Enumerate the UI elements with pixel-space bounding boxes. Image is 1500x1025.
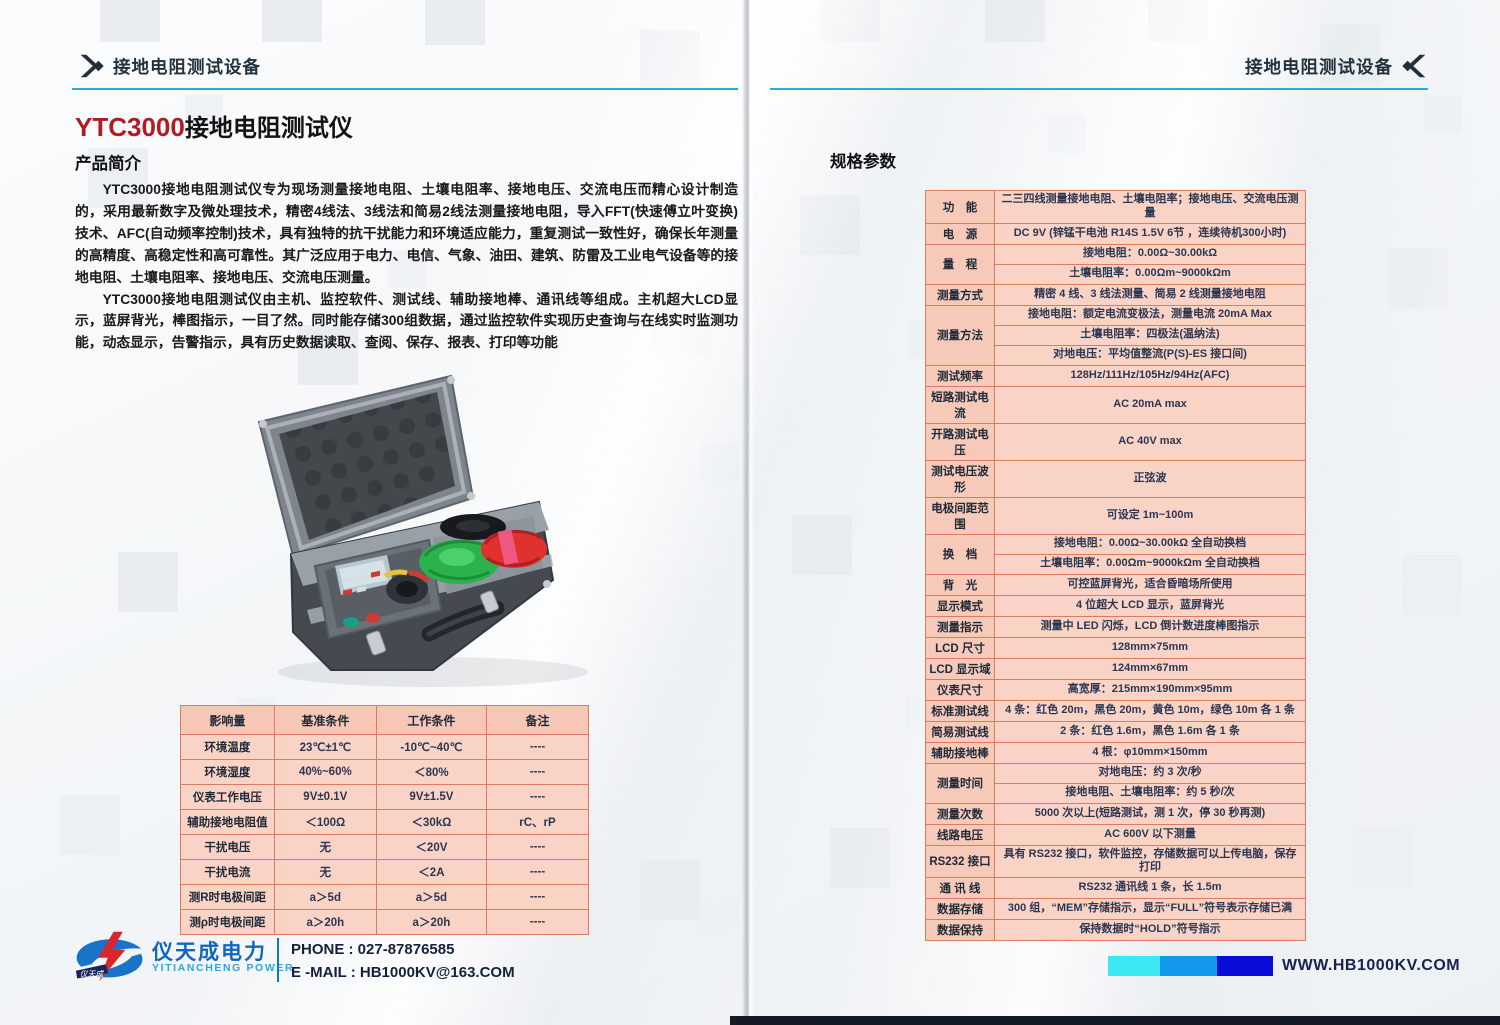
table-row: LCD 显示域 124mm×67mm: [925, 657, 1306, 680]
table-row: 环境湿度 40%~60% ＜80% ----: [180, 759, 590, 785]
table-row: 短路测试电流 AC 20mA max: [925, 385, 1306, 424]
left-page-header: 接地电阻测试设备: [76, 52, 261, 80]
col-header: 基准条件: [273, 705, 377, 735]
intro-heading: 产品简介: [75, 155, 141, 173]
right-page-header: 接地电阻测试设备: [1050, 52, 1430, 80]
table-row: 标准测试线 4 条：红色 20m，黑色 20m，黄色 10m，绿色 10m 各 1…: [925, 699, 1306, 722]
company-name-en: YITIANCHENG POWER: [152, 962, 295, 974]
table-row: 测量指示 测量中 LED 闪烁，LCD 倒计数进度棒图指示: [925, 615, 1306, 638]
table-row: 电极间距范围 可设定 1m~100m: [925, 496, 1306, 535]
table-row: 辅助接地电阻值 ＜100Ω ＜30kΩ rC、rP: [180, 809, 590, 835]
table-row: 背 光可控蓝屏背光，适合昏暗场所使用: [925, 573, 1306, 596]
company-name-cn: 仪天成电力: [152, 941, 267, 964]
contact-block: PHONE : 027-87876585 E -MAIL : HB1000KV@…: [291, 938, 515, 984]
table-row: 线路电压 AC 600V 以下测量: [925, 823, 1306, 846]
intro-paragraph-1: YTC3000接地电阻测试仪专为现场测量接地电阻、土壤电阻率、接地电压、交流电压…: [75, 182, 738, 285]
table-row: 数据存储 300 组，“MEM”存储指示，显示“FULL”符号表示存储已满: [925, 898, 1306, 920]
table-row: 测试电压波形 正弦波: [925, 459, 1306, 498]
table-row: 干扰电流无＜2A ----: [180, 859, 590, 885]
website-url: WWW.HB1000KV.COM: [1282, 957, 1461, 974]
left-header-rule: [72, 88, 738, 90]
table-row: 测量方式 精密 4 线、3 线法测量、简易 2 线测量接地电阻: [925, 283, 1306, 306]
page-fold: [742, 0, 754, 1025]
table-row: 通 讯 线 RS232 通讯线 1 条，长 1.5m: [925, 877, 1306, 899]
table-row: 干扰电压无＜20V ----: [180, 834, 590, 860]
page-title: YTC3000接地电阻测试仪: [75, 108, 353, 143]
contact-phone: PHONE : 027-87876585: [291, 941, 455, 958]
table-row: 仪表尺寸 高宽厚：215mm×190mm×95mm: [925, 678, 1306, 701]
table-row: 仪表工作电压 9V±0.1V 9V±1.5V ----: [180, 784, 590, 810]
table-row: 对地电压：平均值整流(P(S)-ES 接口间): [926, 344, 1306, 366]
chevron-diamond-icon: [1402, 54, 1426, 78]
table-row: 测试频率 128Hz/111Hz/105Hz/94Hz(AFC): [925, 364, 1306, 387]
table-row: 量 程接地电阻：0.00Ω~30.00kΩ: [925, 243, 1306, 285]
blue-bar: [1217, 956, 1273, 976]
intro-paragraph-2: YTC3000接地电阻测试仪由主机、监控软件、测试线、辅助接地棒、通讯线等组成。…: [75, 291, 738, 351]
table-row: RS232 接口 具有 RS232 接口，软件监控，存储数据可以上传电脑，保存打印: [925, 844, 1306, 878]
table-row: 电 源 DC 9V (锌锰干电池 R14S 1.5V 6节 ，连续待机300小时): [925, 222, 1306, 245]
bottom-accent-bar: [730, 1016, 1500, 1025]
specs-heading: 规格参数: [830, 153, 896, 171]
table-row: 开路测试电压 AC 40V max: [925, 422, 1306, 461]
right-header-rule: [770, 88, 1428, 90]
table-row: 显示模式 4 位超大 LCD 显示，蓝屏背光: [925, 594, 1306, 617]
product-name: 接地电阻测试仪: [184, 115, 353, 142]
table-row: 测量时间 对地电压：约 3 次/秒: [925, 762, 1306, 804]
table-row: 测R时电极间距 a＞5d a＞5d ----: [180, 884, 590, 910]
table-row: 土壤电阻率：0.00Ωm~9000kΩm: [926, 263, 1306, 285]
table-row: 功 能二三四线测量接地电阻、土壤电阻率；接地电压、交流电压测量: [925, 190, 1306, 224]
table-row: 换 档接地电阻：0.00Ω~30.00kΩ 全自动换档: [925, 533, 1306, 575]
product-photo: [257, 374, 588, 687]
left-header-label: 接地电阻测试设备: [113, 56, 261, 77]
background-squares: [100, 0, 160, 42]
product-intro: YTC3000接地电阻测试仪专为现场测量接地电阻、土壤电阻率、接地电压、交流电压…: [75, 179, 738, 354]
table-row: 简易测试线 2 条：红色 1.6m，黑色 1.6m 各 1 条: [925, 720, 1306, 743]
col-header: 工作条件: [375, 705, 487, 735]
company-logo-icon: 仪天成: [75, 931, 143, 982]
table-row: 环境温度 23℃±1℃ -10℃~40℃ ----: [180, 734, 590, 760]
influence-table: 影响量 基准条件 工作条件 备注 环境温度 23℃±1℃ -10℃~40℃ ---- …: [180, 705, 590, 935]
table-header-row: 影响量 基准条件 工作条件 备注: [180, 705, 590, 735]
col-header: 影响量: [180, 705, 275, 735]
table-row: 测ρ时电极间距 a＞20h a＞20h ----: [180, 909, 590, 935]
azure-bar: [1160, 956, 1217, 976]
cyan-bar: [1108, 956, 1160, 976]
contact-email: E -MAIL : HB1000KV@163.COM: [291, 964, 515, 981]
table-row: 数据保持 保持数据时“HOLD”符号指示: [925, 919, 1306, 941]
right-header-label: 接地电阻测试设备: [1245, 56, 1393, 77]
chevron-diamond-icon: [80, 54, 104, 78]
table-row: 测量方法 接地电阻：额定电流变极法，测量电流 20mA Max: [925, 304, 1306, 366]
table-row: LCD 尺寸 128mm×75mm: [925, 636, 1306, 659]
product-model: YTC3000: [75, 112, 185, 142]
col-header: 备注: [485, 705, 590, 735]
logo-text: 仪天成: [80, 970, 105, 979]
table-row: 测量次数 5000 次以上(短路测试，测 1 次，停 30 秒再测): [925, 802, 1306, 825]
spec-table: 功 能二三四线测量接地电阻、土壤电阻率；接地电压、交流电压测量 电 源 DC 9V…: [925, 190, 1306, 941]
footer-divider: [277, 938, 279, 982]
footer-color-bars: [1108, 956, 1273, 976]
table-row: 辅助接地棒 4 根：φ10mm×150mm: [925, 741, 1306, 764]
